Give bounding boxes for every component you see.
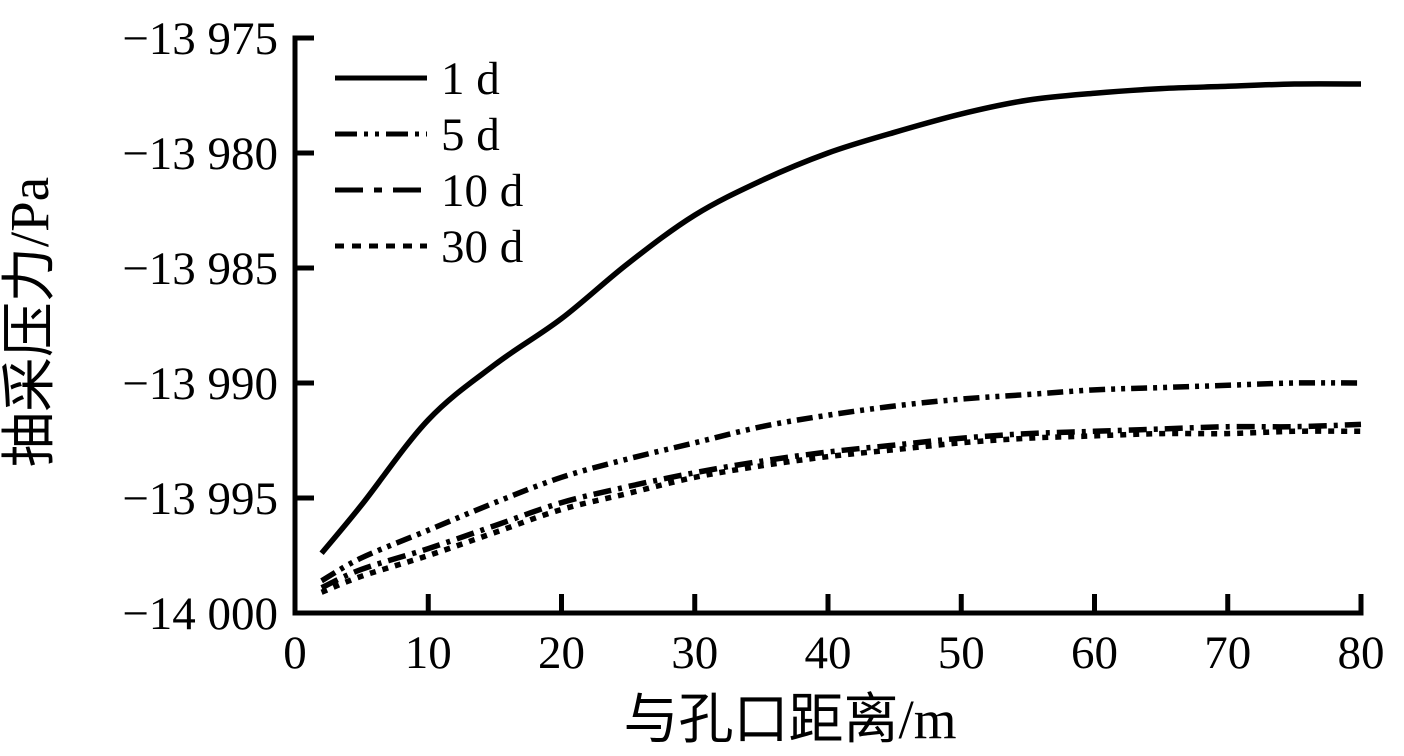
legend-label-30d: 30 d bbox=[441, 221, 523, 273]
x-tick-label: 20 bbox=[538, 627, 585, 679]
legend-label-5d: 5 d bbox=[441, 109, 500, 161]
y-axis-ticks: −13 975 −13 980 −13 985 −13 990 −13 995 −14 0… bbox=[122, 13, 314, 640]
x-tick-label: 60 bbox=[1071, 627, 1118, 679]
series-curve-5d bbox=[320, 380, 1362, 584]
x-tick-label: 10 bbox=[405, 627, 452, 679]
y-tick-label: −13 975 bbox=[122, 13, 278, 65]
x-tick-label: 0 bbox=[283, 627, 307, 679]
legend-label-1d: 1 d bbox=[441, 53, 500, 105]
x-tick-label: 40 bbox=[805, 627, 852, 679]
curve-group bbox=[319, 81, 1362, 595]
x-tick-label: 30 bbox=[671, 627, 718, 679]
x-tick-label: 50 bbox=[938, 627, 985, 679]
y-tick-label: −13 995 bbox=[122, 473, 278, 525]
x-axis-label: 与孔口距离/m bbox=[623, 689, 956, 750]
y-axis-label: 抽采压力/Pa bbox=[0, 177, 60, 467]
x-tick-label: 70 bbox=[1204, 627, 1251, 679]
axes: 0 10 20 30 40 50 60 70 80 −13 975−13 980−13 985−… bbox=[122, 13, 1384, 679]
x-axis-ticks: 0 10 20 30 40 50 60 70 80 bbox=[283, 594, 1385, 679]
y-tick-label: −13 990 bbox=[122, 358, 278, 410]
y-tick-label: −14 000 bbox=[122, 588, 278, 640]
y-tick-label: −13 980 bbox=[122, 128, 278, 180]
series-curve-10d bbox=[320, 421, 1362, 591]
series-curve-1d bbox=[319, 81, 1362, 555]
series-curve-30d bbox=[320, 428, 1362, 595]
x-tick-label: 80 bbox=[1338, 627, 1385, 679]
legend-label-10d: 10 d bbox=[441, 165, 523, 217]
y-tick-label: −13 985 bbox=[122, 243, 278, 295]
legend: 1 d5 d10 d30 d bbox=[335, 53, 523, 273]
